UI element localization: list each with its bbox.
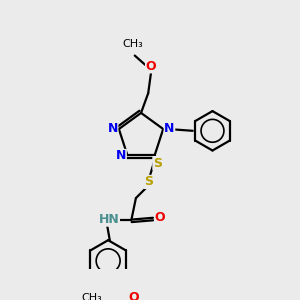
Text: CH₃: CH₃ xyxy=(123,39,143,49)
Text: N: N xyxy=(164,122,175,135)
Text: N: N xyxy=(116,149,126,163)
Text: CH₃: CH₃ xyxy=(82,292,102,300)
Text: S: S xyxy=(153,157,162,169)
Text: O: O xyxy=(155,211,165,224)
Text: N: N xyxy=(107,122,118,135)
Text: O: O xyxy=(146,60,156,73)
Text: HN: HN xyxy=(99,213,119,226)
Text: O: O xyxy=(128,291,139,300)
Text: S: S xyxy=(144,176,153,188)
